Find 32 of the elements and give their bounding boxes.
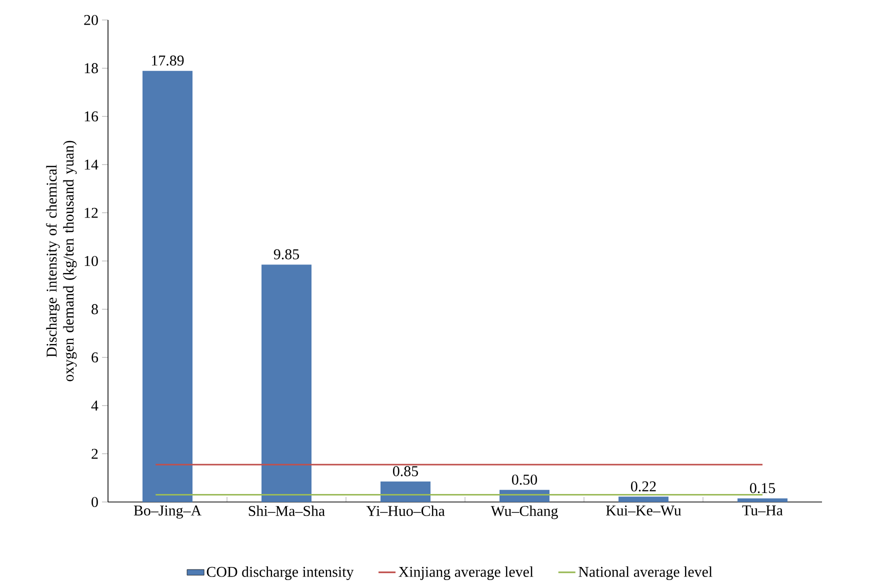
legend-label: National average level <box>578 566 712 580</box>
y-tick-label: 2 <box>92 448 98 459</box>
y-tick-label: 8 <box>92 304 98 314</box>
legend-label: Xinjiang average level <box>398 566 534 580</box>
x-tick-label: Yi–Huo–Cha <box>366 505 445 516</box>
y-tick-label: 18 <box>84 63 98 74</box>
y-tick-label: 16 <box>84 111 98 122</box>
y-axis-title: Discharge intensity of chemical oxygen demand (kg/ten thousand yuan) <box>46 140 77 382</box>
data-label: 0.50 <box>512 474 538 485</box>
bar <box>142 70 193 502</box>
x-tick-label: Tu–Ha <box>742 505 783 516</box>
bar <box>618 496 668 502</box>
x-tick-label: Shi–Ma–Sha <box>248 505 325 516</box>
y-tick-label: 12 <box>84 208 98 218</box>
y-tick-label: 20 <box>84 14 98 25</box>
data-label: 0.15 <box>750 482 775 494</box>
y-tick-label: 14 <box>84 160 98 170</box>
bar <box>262 264 312 502</box>
data-label: 17.89 <box>152 55 184 66</box>
y-tick-label: 10 <box>84 256 98 266</box>
y-tick-label: 0 <box>92 496 98 507</box>
bar <box>380 481 431 502</box>
data-label: 9.85 <box>274 249 299 260</box>
x-tick-label: Kui–Ke–Wu <box>606 505 682 516</box>
y-tick-label: 4 <box>91 400 98 410</box>
y-tick-label: 6 <box>92 352 98 362</box>
data-label: 0.85 <box>392 466 418 476</box>
x-tick-label: Bo–Jing–A <box>134 505 202 518</box>
x-tick-label: Wu–Chang <box>490 505 558 519</box>
legend-label: COD discharge intensity <box>206 566 354 580</box>
data-label: 0.22 <box>630 481 656 492</box>
bar <box>737 498 788 502</box>
